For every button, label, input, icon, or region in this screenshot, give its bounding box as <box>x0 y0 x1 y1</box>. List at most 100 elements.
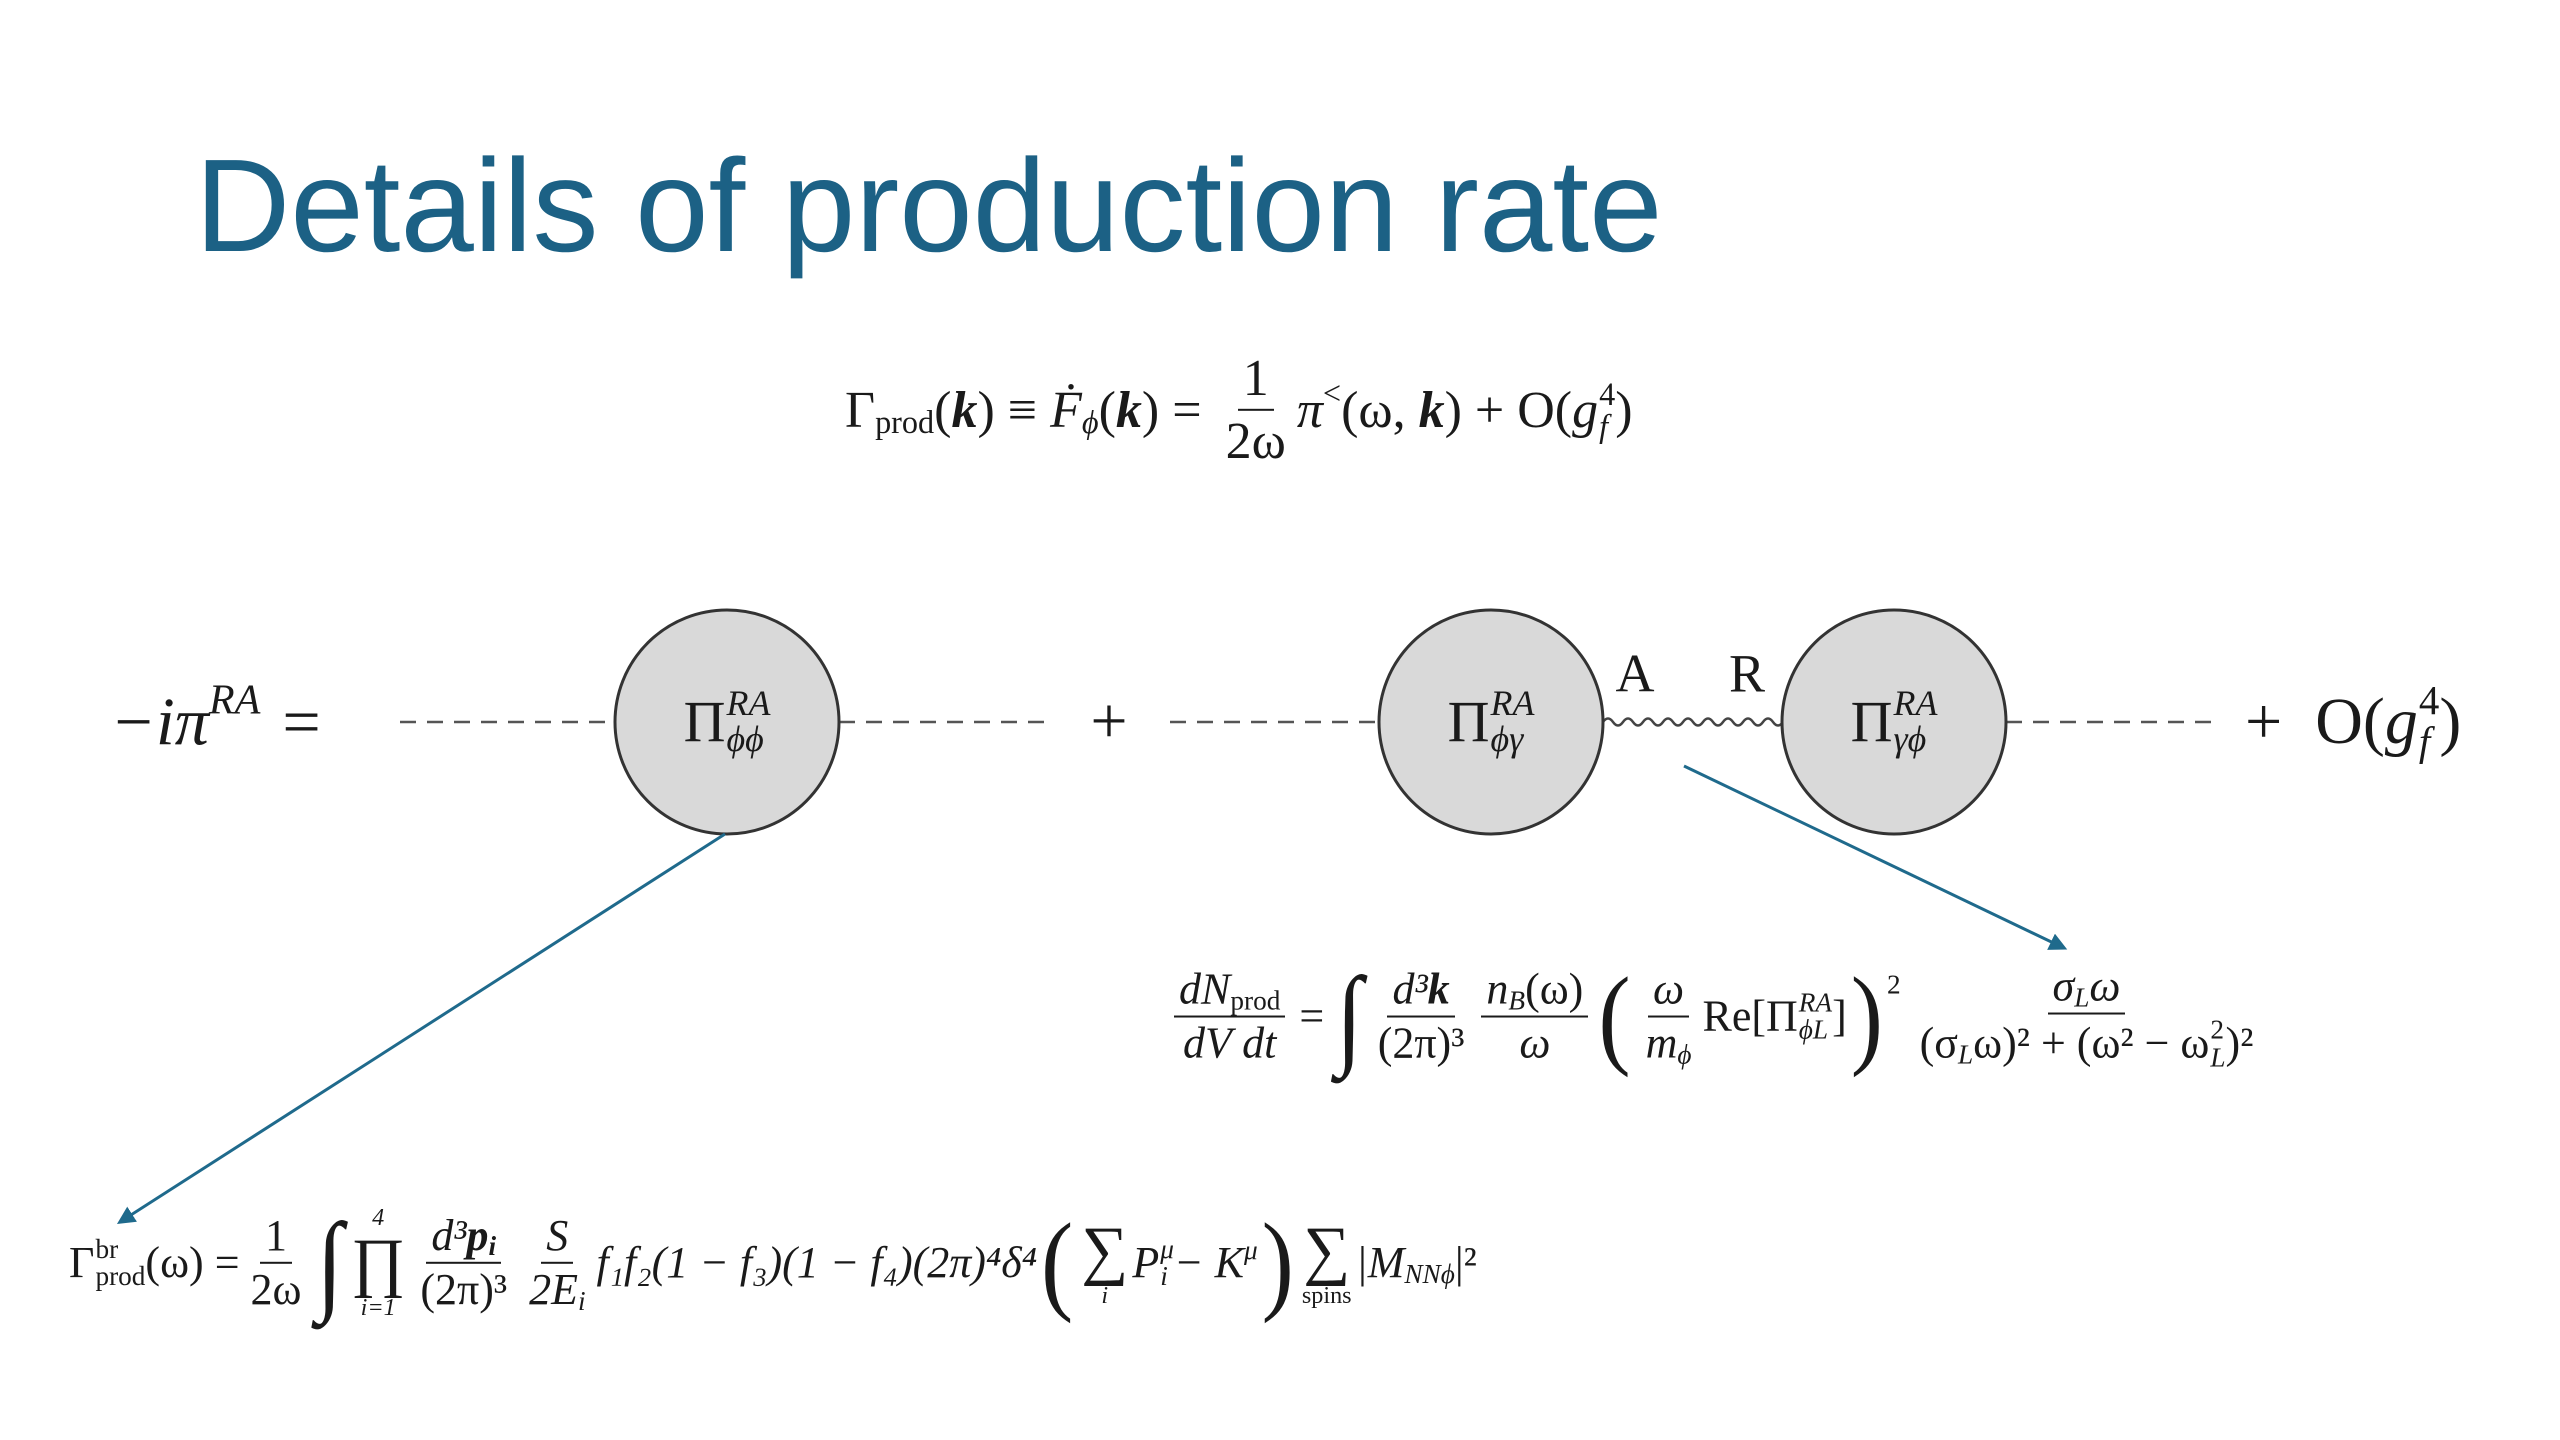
math-text: L <box>1958 1039 1974 1070</box>
math-text: L <box>2074 982 2090 1013</box>
math-group: d³ k <box>1387 964 1455 1018</box>
math-text: ∫ <box>316 1200 343 1324</box>
blob-label: Π RA γϕ <box>1850 683 1938 758</box>
math-text: ω)² + (ω² − ω <box>1973 1018 2210 1068</box>
math-text: 1 <box>1237 350 1274 411</box>
math-text: L <box>2210 1042 2226 1073</box>
math-text: Π <box>1447 689 1490 755</box>
slide-title: Details of production rate <box>195 132 1663 279</box>
math-text: d³ <box>1392 964 1428 1014</box>
sum: ∑ i <box>1081 1213 1129 1308</box>
math-text: = <box>282 683 321 760</box>
math-text: i <box>488 1231 497 1262</box>
math-text: k <box>1115 381 1142 439</box>
math-text: Γ <box>69 1237 95 1287</box>
self-energy-blob <box>1780 608 2008 836</box>
vertex-label: A <box>1615 643 1655 704</box>
math-text: (ω, <box>1341 381 1419 439</box>
math-text: ) <box>1850 954 1883 1078</box>
sub-sup: RA ϕϕ <box>726 685 770 758</box>
fraction: dN prod dV dt <box>1174 964 1286 1069</box>
math-text: RA <box>208 676 261 724</box>
math-text: (2π)³ <box>1377 1018 1465 1068</box>
math-text: k <box>951 381 978 439</box>
math-text: ω <box>1519 1018 1551 1068</box>
math-text: ) <box>1615 381 1633 439</box>
math-text: Γ <box>845 381 876 439</box>
math-text: dN <box>1179 964 1231 1014</box>
math-group: d³ p i <box>426 1210 502 1264</box>
fraction: d³ k (2π)³ <box>1373 964 1470 1069</box>
blob-label: Π RA ϕγ <box>1447 683 1535 758</box>
math-text: d³ <box>431 1210 467 1260</box>
math-text: k <box>1418 381 1445 439</box>
math-text: B <box>1508 985 1526 1016</box>
math-text: i <box>1160 1261 1168 1291</box>
math-text: S <box>541 1211 574 1264</box>
math-text: ( <box>1098 381 1116 439</box>
self-energy-blob <box>613 608 841 836</box>
vertex-label: R <box>1728 643 1766 704</box>
math-text: 1 <box>260 1211 292 1264</box>
math-text: 4 <box>1599 375 1616 412</box>
sub-sup: br prod <box>95 1235 145 1291</box>
diagram-rhs: + O(g 4 f) <box>2245 680 2461 763</box>
math-text: 2E <box>529 1265 578 1314</box>
sub-sup: RA γϕ <box>1893 683 1938 758</box>
math-text: Re[Π <box>1702 991 1798 1041</box>
math-text: f <box>1599 408 1609 444</box>
math-text: ∫ <box>1336 954 1363 1078</box>
math-text: ∏ <box>351 1226 406 1299</box>
math-text: 4 <box>372 1203 385 1231</box>
math-text: ) + O( <box>1444 381 1573 439</box>
math-text: ∑ <box>1081 1213 1129 1287</box>
math-text: Ḟ <box>1050 381 1082 439</box>
product: 4 ∏ i=1 <box>351 1203 406 1320</box>
math-text: ( <box>1598 954 1631 1078</box>
fraction: d³ p i (2π)³ <box>415 1210 512 1315</box>
math-text: g <box>2384 684 2418 758</box>
fraction: 1 2ω <box>1221 350 1291 470</box>
math-text: − K <box>1173 1237 1244 1287</box>
math-text: (σ <box>1919 1018 1958 1068</box>
math-text: f₁f₂(1 − f₃)(1 − f₄)(2π)⁴δ⁴ <box>596 1237 1038 1287</box>
math-text: prod <box>1230 985 1281 1016</box>
sub-sup: RA ϕγ <box>1490 683 1535 758</box>
math-text: < <box>1322 375 1342 412</box>
math-text: ∑ <box>1303 1213 1351 1287</box>
math-text: prod <box>875 403 935 440</box>
math-text: A <box>1615 643 1655 704</box>
math-text: ϕL <box>1798 1014 1829 1045</box>
math-group: dN prod <box>1174 964 1286 1018</box>
math-text: P <box>1132 1237 1160 1287</box>
math-text: ] <box>1832 991 1847 1041</box>
math-text: ) ≡ <box>977 381 1051 439</box>
math-text: RA <box>1893 683 1938 724</box>
math-text: spins <box>1301 1281 1352 1309</box>
math-group: n B (ω) <box>1481 965 1589 1018</box>
math-text: Π <box>683 689 726 755</box>
blob-label: Π RA ϕϕ <box>683 685 771 758</box>
math-text: |M <box>1355 1237 1405 1287</box>
sum: ∑ spins <box>1301 1213 1352 1309</box>
math-text: μ <box>1243 1234 1258 1265</box>
math-text: Π <box>1850 689 1893 755</box>
math-text: ϕ <box>1677 1039 1692 1070</box>
math-text: RA <box>1490 683 1535 724</box>
math-text: ω <box>1647 965 1690 1018</box>
math-text: ) <box>1261 1200 1294 1324</box>
math-text: R <box>1728 643 1766 704</box>
math-text: RA <box>1798 987 1833 1018</box>
fraction: S 2E i <box>524 1211 590 1316</box>
